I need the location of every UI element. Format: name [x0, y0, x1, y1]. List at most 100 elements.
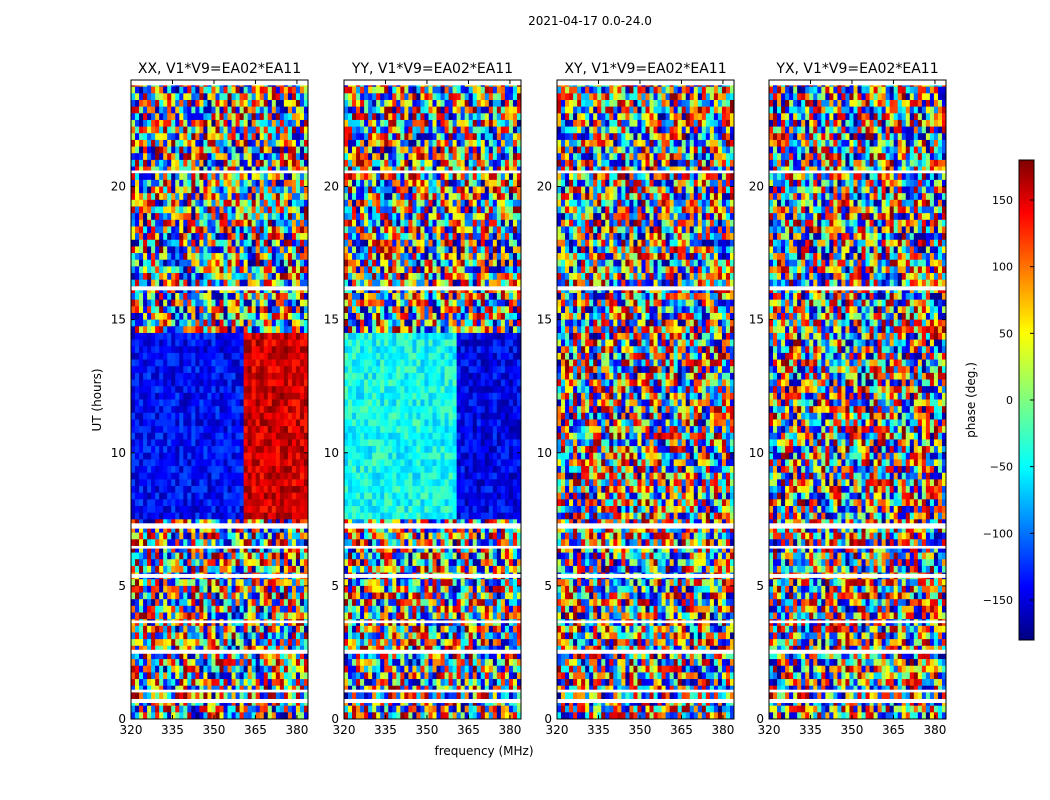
- x-tick-label: 380: [285, 723, 308, 737]
- data-gap: [557, 170, 734, 174]
- colorbar-tick-label: −100: [983, 527, 1013, 540]
- colorbar-tick-label: 50: [999, 327, 1013, 340]
- panel-0: XX, V1*V9=EA02*EA11 320 335 350 365 380 0 5 10 15…: [111, 61, 309, 737]
- x-tick-label: 335: [799, 723, 822, 737]
- panel-title: YX, V1*V9=EA02*EA11: [775, 61, 938, 77]
- x-tick-label: 335: [374, 723, 397, 737]
- data-gap: [131, 545, 308, 549]
- x-tick-label: 350: [629, 723, 652, 737]
- y-tick-label: 20: [111, 180, 126, 194]
- data-gap: [131, 523, 308, 529]
- y-tick-label: 10: [324, 446, 339, 460]
- colorbar: 150 100 50 0 −50 −100 −150 phase (deg.): [964, 159, 1035, 641]
- data-gap: [769, 649, 946, 654]
- y-tick-label: 0: [756, 712, 764, 726]
- x-tick-label: 320: [120, 723, 143, 737]
- data-gap: [769, 545, 946, 549]
- data-gap: [769, 286, 946, 291]
- heatmap-cells: [131, 80, 309, 720]
- data-gap: [769, 699, 946, 704]
- x-tick-label: 380: [711, 723, 734, 737]
- y-tick-label: 20: [749, 180, 764, 194]
- data-gap: [557, 286, 734, 291]
- data-gap: [131, 286, 308, 291]
- data-gap: [769, 620, 946, 624]
- x-tick-label: 350: [203, 723, 226, 737]
- data-gap: [344, 523, 521, 529]
- y-tick-label: 0: [544, 712, 552, 726]
- y-tick-label: 20: [537, 180, 552, 194]
- data-gap: [131, 620, 308, 624]
- data-gap: [557, 689, 734, 693]
- panel-frame: [343, 79, 522, 720]
- x-tick-label: 380: [498, 723, 521, 737]
- colorbar-label: phase (deg.): [964, 362, 978, 438]
- colorbar-tick-label: 0: [1006, 394, 1013, 407]
- data-gap: [344, 573, 521, 578]
- data-gap: [557, 80, 734, 86]
- heatmap-cells: [344, 80, 522, 720]
- y-tick-label: 15: [537, 313, 552, 327]
- data-gap: [557, 523, 734, 529]
- panel-title: YY, V1*V9=EA02*EA11: [351, 61, 513, 77]
- x-tick-label: 320: [546, 723, 569, 737]
- data-gap: [769, 80, 946, 86]
- x-tick-label: 365: [670, 723, 693, 737]
- data-gap: [344, 649, 521, 654]
- figure-suptitle: 2021-04-17 0.0-24.0: [528, 14, 652, 28]
- data-gap: [344, 699, 521, 704]
- x-tick-label: 365: [457, 723, 480, 737]
- data-gap: [131, 80, 308, 86]
- data-gap: [131, 649, 308, 654]
- data-gap: [131, 573, 308, 578]
- colorbar-tick-label: −50: [990, 461, 1013, 474]
- panels-group: XX, V1*V9=EA02*EA11 320 335 350 365 380 0 5 10 15…: [111, 61, 947, 737]
- data-gap: [557, 699, 734, 704]
- y-tick-label: 5: [756, 579, 764, 593]
- data-gap: [557, 573, 734, 578]
- colorbar-tick-label: 150: [992, 194, 1013, 207]
- colorbar-ticks: 150 100 50 0 −50 −100 −150: [983, 194, 1034, 607]
- x-tick-label: 365: [882, 723, 905, 737]
- x-tick-label: 350: [416, 723, 439, 737]
- data-gap: [344, 689, 521, 693]
- x-tick-label: 320: [333, 723, 356, 737]
- y-tick-label: 10: [749, 446, 764, 460]
- panel-frame: [130, 79, 309, 720]
- data-gap: [344, 170, 521, 174]
- y-tick-label: 15: [111, 313, 126, 327]
- data-gap: [131, 170, 308, 174]
- data-gap: [344, 80, 521, 86]
- panel-frame: [556, 79, 735, 720]
- data-gap: [344, 545, 521, 549]
- x-tick-label: 320: [758, 723, 781, 737]
- panel-3: YX, V1*V9=EA02*EA11 320 335 350 365 380 0 5 10 15…: [749, 61, 947, 737]
- panel-frame: [768, 79, 947, 720]
- y-tick-label: 0: [118, 712, 126, 726]
- data-gap: [769, 573, 946, 578]
- panel-title: XX, V1*V9=EA02*EA11: [138, 61, 301, 77]
- x-axis-label: frequency (MHz): [434, 744, 533, 758]
- data-gap: [769, 689, 946, 693]
- x-tick-label: 365: [244, 723, 267, 737]
- y-tick-label: 10: [111, 446, 126, 460]
- y-tick-label: 5: [118, 579, 126, 593]
- data-gap: [131, 699, 308, 704]
- data-gap: [344, 620, 521, 624]
- data-gap: [557, 620, 734, 624]
- y-tick-label: 15: [324, 313, 339, 327]
- panel-title: XY, V1*V9=EA02*EA11: [564, 61, 726, 77]
- y-tick-label: 0: [331, 712, 339, 726]
- x-tick-label: 335: [587, 723, 610, 737]
- data-gap: [557, 545, 734, 549]
- y-axis-label: UT (hours): [90, 368, 104, 431]
- y-tick-label: 5: [331, 579, 339, 593]
- colorbar-tick-label: 100: [992, 261, 1013, 274]
- heatmap-cells: [769, 80, 947, 720]
- y-tick-label: 15: [749, 313, 764, 327]
- data-gap: [769, 170, 946, 174]
- panel-2: XY, V1*V9=EA02*EA11 320 335 350 365 380 0 5 10 15…: [537, 61, 735, 737]
- x-tick-label: 335: [161, 723, 184, 737]
- data-gap: [769, 523, 946, 529]
